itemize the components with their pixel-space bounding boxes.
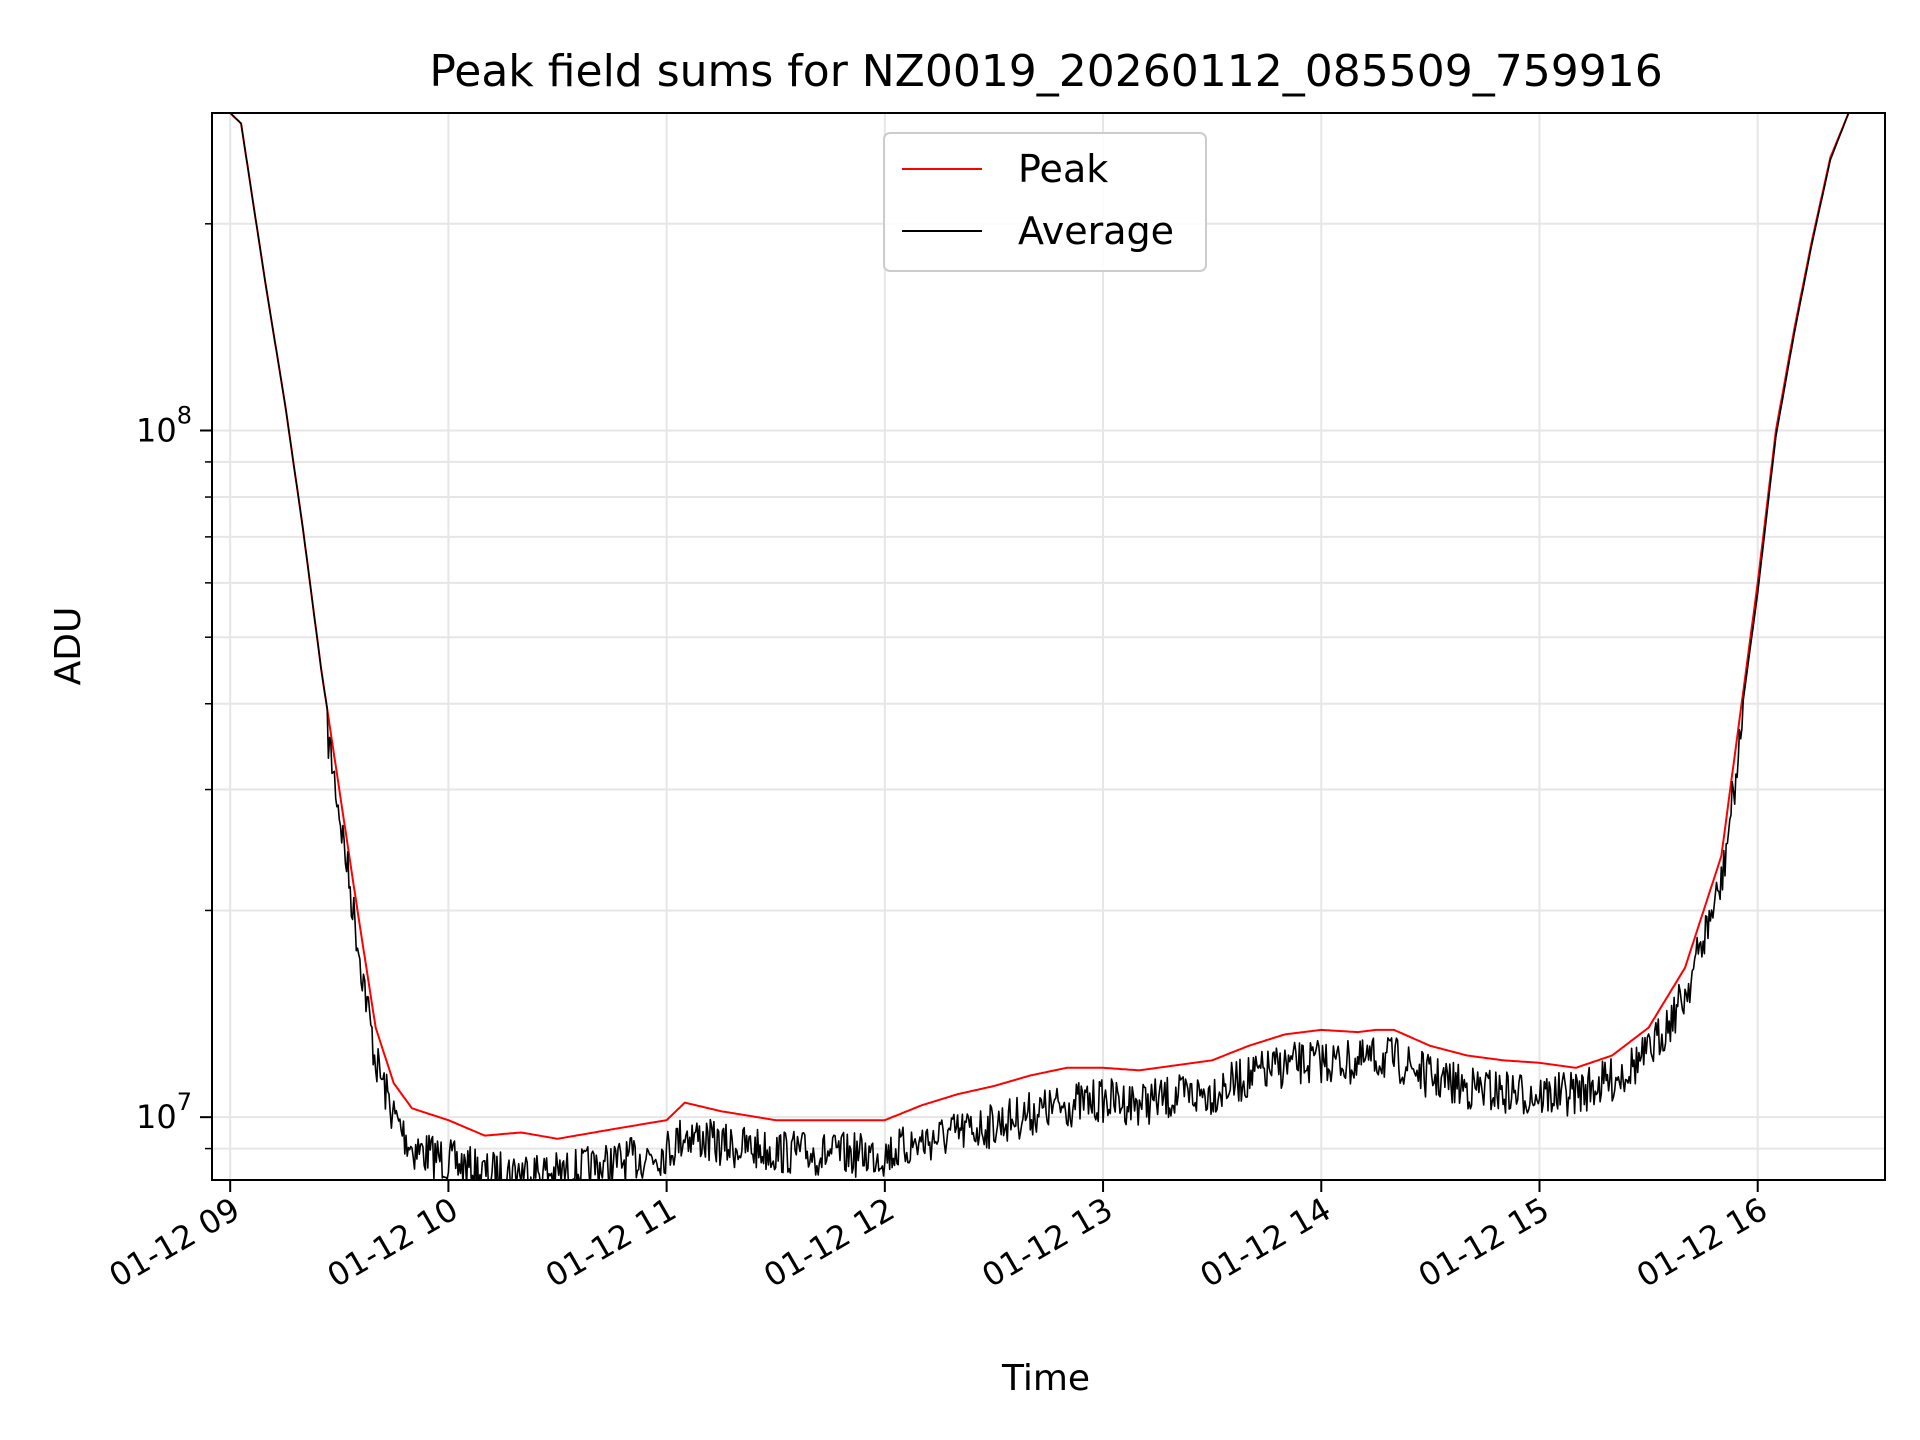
chart-title: Peak field sums for NZ0019_20260112_0855… [429,46,1662,97]
series-line-peak [212,113,1885,1140]
x-axis-label: Time [1001,1358,1090,1399]
series-layer [212,113,1885,1180]
plot-frame [211,112,1886,1181]
legend-label-average: Average [1018,209,1174,253]
legend-box [883,132,1207,272]
legend: Peak Average [883,132,1207,272]
y-axis-label: ADU [48,607,89,686]
series-line-average [212,113,1885,1180]
legend-label-peak: Peak [1018,147,1108,191]
